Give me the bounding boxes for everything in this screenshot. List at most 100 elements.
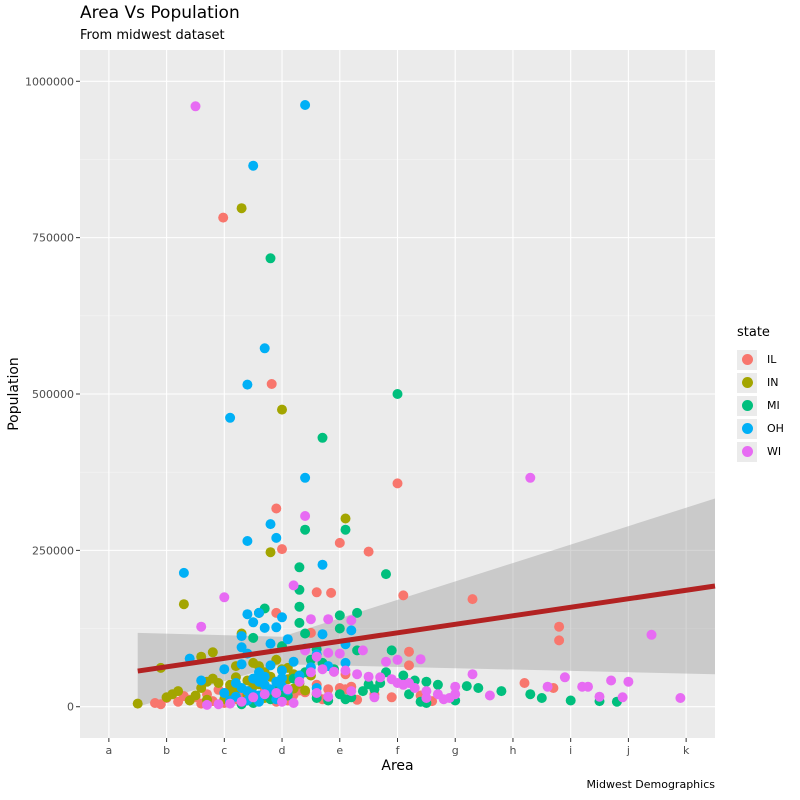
data-point: [323, 684, 334, 695]
data-point: [300, 628, 311, 639]
x-tick-label: j: [626, 744, 630, 757]
data-point: [190, 690, 201, 701]
data-point: [594, 691, 605, 702]
data-point: [323, 647, 334, 658]
data-point: [277, 404, 287, 415]
data-point: [196, 675, 207, 686]
data-point: [277, 612, 287, 623]
data-point: [265, 638, 276, 649]
data-point: [294, 676, 305, 687]
data-point: [236, 631, 247, 642]
legend-item-il: IL: [737, 348, 784, 371]
data-point: [323, 614, 334, 625]
data-point: [196, 621, 207, 632]
y-tick-label: 750000: [32, 232, 74, 245]
x-tick-label: c: [221, 744, 227, 757]
data-point: [334, 648, 345, 659]
data-point: [554, 621, 565, 632]
data-point: [398, 590, 409, 601]
data-point: [404, 660, 414, 671]
x-tick-label: h: [509, 744, 516, 757]
legend-key: [737, 441, 757, 462]
legend-item-wi: WI: [737, 440, 784, 463]
data-point: [438, 694, 449, 705]
data-point: [311, 651, 322, 662]
data-point: [467, 669, 478, 680]
data-point: [334, 623, 345, 634]
data-point: [196, 683, 207, 693]
data-point: [450, 681, 461, 692]
data-point: [554, 635, 565, 646]
legend-item-in: IN: [737, 371, 784, 394]
data-point: [213, 699, 224, 710]
data-point: [519, 678, 530, 688]
data-point: [248, 617, 259, 628]
data-point: [326, 587, 337, 598]
data-point: [213, 678, 224, 688]
data-point: [265, 253, 276, 264]
legend-key: [737, 349, 757, 370]
data-point: [352, 669, 363, 680]
y-axis-label: Population: [6, 357, 22, 431]
data-point: [357, 686, 368, 697]
data-point: [294, 617, 305, 628]
data-point: [386, 692, 397, 703]
x-axis-label: Area: [381, 758, 413, 774]
data-point: [357, 645, 368, 656]
legend-label: IL: [767, 353, 777, 366]
data-point: [178, 567, 189, 578]
data-point: [404, 678, 414, 688]
legend-label: IN: [767, 376, 779, 389]
data-point: [381, 569, 391, 580]
data-point: [248, 632, 259, 643]
data-point: [248, 160, 259, 171]
data-point: [277, 665, 287, 676]
data-point: [317, 559, 328, 570]
data-point: [271, 503, 282, 514]
y-tick-label: 500000: [32, 388, 74, 401]
data-point: [559, 672, 570, 683]
data-point: [317, 629, 328, 640]
data-point: [236, 696, 247, 707]
data-point: [461, 681, 472, 692]
data-point: [334, 537, 345, 548]
data-point: [236, 642, 247, 653]
data-point: [271, 622, 282, 633]
data-point: [259, 671, 270, 682]
data-point: [294, 601, 305, 612]
data-point: [617, 692, 628, 703]
data-point: [288, 580, 299, 591]
legend-label: MI: [767, 399, 780, 412]
data-point: [375, 672, 386, 683]
data-point: [265, 519, 276, 530]
data-point: [340, 657, 351, 668]
data-point: [259, 689, 270, 700]
data-point: [259, 343, 270, 354]
data-point: [363, 671, 374, 682]
x-tick-label: a: [105, 744, 112, 757]
data-point: [323, 691, 334, 702]
chart-subtitle: From midwest dataset: [80, 28, 225, 43]
data-point: [421, 693, 432, 703]
data-point: [305, 667, 316, 678]
data-point: [583, 681, 593, 692]
data-point: [132, 698, 143, 709]
data-point: [525, 689, 536, 700]
data-point: [219, 688, 230, 698]
x-tick-label: i: [569, 744, 572, 757]
data-point: [219, 592, 230, 603]
x-tick-label: f: [396, 744, 401, 757]
data-point: [236, 203, 247, 214]
data-point: [190, 101, 201, 112]
data-point: [219, 664, 230, 675]
data-point: [282, 634, 293, 645]
data-point: [225, 698, 236, 709]
data-point: [277, 544, 287, 555]
data-point: [473, 683, 484, 693]
data-point: [300, 524, 311, 535]
legend-item-mi: MI: [737, 394, 784, 417]
data-point: [317, 432, 328, 443]
data-point: [392, 654, 403, 665]
data-point: [432, 679, 443, 690]
data-point: [317, 664, 328, 675]
